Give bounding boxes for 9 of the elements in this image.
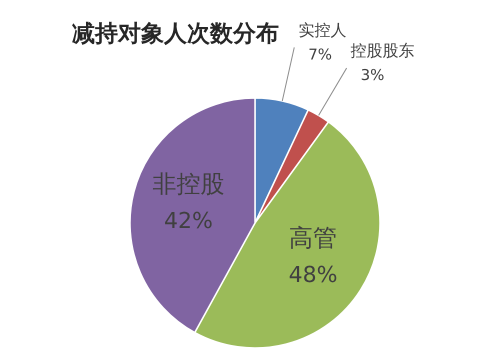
- chart-title: 减持对象人次数分布: [72, 20, 279, 49]
- data-label: 42%: [164, 208, 213, 234]
- slice-label: 控股股东: [350, 41, 415, 60]
- data-label: 7%: [308, 45, 332, 64]
- data-label: 48%: [288, 262, 338, 288]
- slice-label: 实控人: [298, 20, 346, 40]
- slice-label: 非控股: [152, 170, 224, 198]
- data-label: 3%: [360, 66, 384, 84]
- slice-label: 高管: [289, 224, 338, 252]
